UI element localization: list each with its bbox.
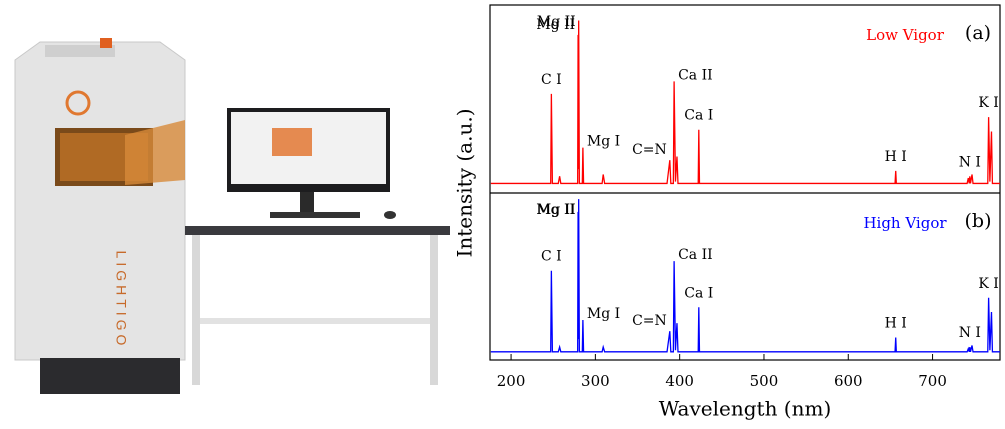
x-tick-label: 300 [581, 372, 610, 390]
instrument-photo: LIGHTIGO [0, 0, 470, 429]
peak-label: H I [885, 149, 907, 165]
peak-label: C=N [632, 142, 667, 158]
peak-label: Mg I [587, 134, 620, 150]
side-window [125, 120, 185, 185]
peak-label: C=N [632, 313, 667, 329]
series-label: High Vigor [863, 214, 947, 232]
table-leg [192, 235, 200, 385]
peak-label: Ca I [684, 285, 713, 301]
cabinet-base [40, 358, 180, 394]
panel-label: (b) [965, 210, 992, 232]
logo [65, 90, 91, 116]
peak-label: Mg II [537, 202, 576, 218]
x-tick-label: 600 [834, 372, 863, 390]
peak-label: K I [978, 95, 998, 111]
spectrum-line [490, 199, 1000, 353]
x-tick-label: 200 [497, 372, 526, 390]
x-tick-label: 500 [750, 372, 779, 390]
peak-label: Mg II [536, 202, 575, 218]
mouse [384, 211, 396, 219]
cabinet-top [45, 45, 115, 57]
table-top [185, 226, 450, 235]
plot-frame [489, 4, 1001, 361]
spectrum-line [490, 20, 1000, 185]
x-axis-label: Wavelength (nm) [659, 397, 832, 421]
series-label: Low Vigor [866, 26, 945, 44]
button [100, 38, 112, 48]
peak-label: C I [541, 72, 562, 88]
panel-label: (a) [965, 22, 991, 44]
peak-label: Mg II [536, 17, 575, 33]
peak-label: N I [959, 325, 981, 341]
peak-label: H I [885, 316, 907, 332]
peak-label: Ca II [678, 247, 713, 263]
peak-label: Ca I [684, 108, 713, 124]
screen-content [272, 128, 312, 156]
y-axis-label: Intensity (a.u.) [453, 108, 477, 257]
cabinet [14, 41, 186, 361]
x-tick-label: 400 [665, 372, 694, 390]
spectra-chart: Wavelength (nm) Intensity (a.u.) 200 300 4… [453, 4, 1001, 421]
x-tick-label: 700 [918, 372, 947, 390]
peak-label: N I [959, 154, 981, 170]
monitor-stand [300, 192, 314, 212]
table-leg [430, 235, 438, 385]
peak-label: C I [541, 249, 562, 265]
brand-text: LIGHTIGO [113, 251, 129, 350]
peak-label: K I [978, 276, 998, 292]
peak-label: Mg I [587, 306, 620, 322]
peak-label: Ca II [678, 67, 713, 83]
keyboard [270, 212, 360, 218]
table-bar [200, 318, 430, 324]
peak-label: Mg II [537, 14, 576, 30]
